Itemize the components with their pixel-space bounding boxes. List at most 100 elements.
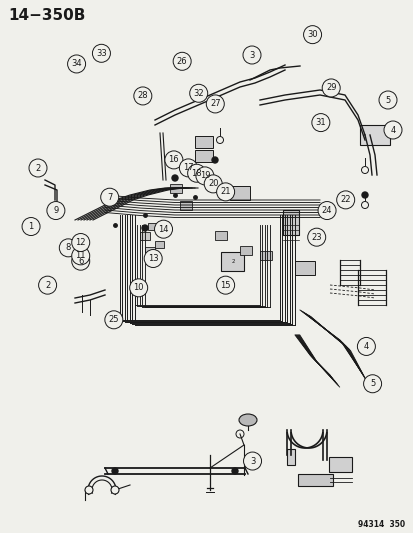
Text: 20: 20 — [207, 180, 218, 188]
Circle shape — [29, 159, 47, 177]
Circle shape — [195, 167, 214, 185]
FancyBboxPatch shape — [329, 457, 351, 472]
Text: 3: 3 — [249, 457, 254, 465]
Text: 24: 24 — [321, 206, 332, 215]
Circle shape — [189, 84, 207, 102]
Circle shape — [71, 247, 90, 265]
FancyBboxPatch shape — [180, 201, 192, 210]
Circle shape — [100, 188, 119, 206]
Circle shape — [173, 52, 191, 70]
Text: 19: 19 — [199, 172, 210, 180]
Text: 4: 4 — [363, 342, 368, 351]
Circle shape — [85, 486, 93, 494]
Text: 2: 2 — [45, 281, 50, 289]
Circle shape — [216, 183, 234, 201]
Circle shape — [383, 121, 401, 139]
Text: 6: 6 — [78, 257, 83, 265]
Text: 26: 26 — [176, 57, 187, 66]
Circle shape — [71, 252, 90, 270]
Text: 5: 5 — [369, 379, 374, 388]
Text: 28: 28 — [137, 92, 148, 100]
Circle shape — [361, 192, 367, 198]
Circle shape — [361, 166, 368, 174]
FancyBboxPatch shape — [170, 184, 182, 193]
Circle shape — [231, 468, 237, 474]
Circle shape — [187, 164, 205, 182]
Circle shape — [235, 430, 243, 438]
FancyBboxPatch shape — [145, 247, 154, 255]
Text: 27: 27 — [209, 100, 220, 108]
Ellipse shape — [238, 414, 256, 426]
Circle shape — [363, 375, 381, 393]
Text: 17: 17 — [183, 164, 193, 172]
Circle shape — [47, 201, 65, 220]
Circle shape — [336, 191, 354, 209]
Circle shape — [216, 276, 234, 294]
Text: 16: 16 — [168, 156, 179, 164]
Text: 5: 5 — [385, 95, 390, 104]
Circle shape — [142, 225, 147, 231]
FancyBboxPatch shape — [140, 232, 150, 240]
FancyBboxPatch shape — [147, 223, 157, 230]
Circle shape — [133, 87, 152, 105]
Text: 3: 3 — [249, 51, 254, 60]
FancyBboxPatch shape — [286, 449, 294, 465]
Circle shape — [356, 337, 375, 356]
Text: 15: 15 — [220, 281, 230, 289]
Text: 31: 31 — [315, 118, 325, 127]
FancyBboxPatch shape — [259, 251, 271, 260]
Circle shape — [179, 159, 197, 177]
Text: 29: 29 — [325, 84, 336, 92]
Circle shape — [206, 95, 224, 113]
Circle shape — [144, 249, 162, 268]
Text: 9: 9 — [53, 206, 58, 215]
FancyBboxPatch shape — [195, 150, 212, 162]
Text: 2: 2 — [35, 164, 40, 173]
Circle shape — [171, 175, 178, 181]
Text: 32: 32 — [193, 89, 204, 98]
Circle shape — [38, 276, 57, 294]
Circle shape — [59, 239, 77, 257]
Circle shape — [307, 228, 325, 246]
Text: 23: 23 — [311, 233, 321, 241]
FancyBboxPatch shape — [240, 246, 252, 255]
Text: 18: 18 — [191, 169, 202, 177]
Text: 8: 8 — [66, 244, 71, 252]
Text: 94314  350: 94314 350 — [357, 520, 404, 529]
Circle shape — [361, 201, 368, 208]
Circle shape — [303, 26, 321, 44]
Text: 13: 13 — [147, 254, 158, 263]
Text: 14−350B: 14−350B — [8, 8, 85, 23]
Circle shape — [243, 452, 261, 470]
Text: 30: 30 — [306, 30, 317, 39]
Text: 2: 2 — [231, 259, 234, 263]
Text: 22: 22 — [339, 196, 350, 204]
Circle shape — [71, 233, 90, 252]
Circle shape — [321, 79, 339, 97]
Circle shape — [67, 55, 85, 73]
Circle shape — [129, 279, 147, 297]
Circle shape — [104, 311, 123, 329]
Circle shape — [112, 468, 118, 474]
Text: 14: 14 — [158, 225, 169, 233]
FancyBboxPatch shape — [214, 231, 226, 240]
Text: 21: 21 — [220, 188, 230, 196]
FancyBboxPatch shape — [297, 474, 332, 486]
Text: 33: 33 — [96, 49, 107, 58]
Circle shape — [216, 136, 223, 143]
FancyBboxPatch shape — [195, 136, 212, 148]
FancyBboxPatch shape — [154, 241, 164, 248]
Text: 7: 7 — [107, 193, 112, 201]
Circle shape — [92, 44, 110, 62]
Text: 4: 4 — [389, 125, 395, 134]
Circle shape — [164, 151, 183, 169]
Circle shape — [211, 157, 218, 163]
FancyBboxPatch shape — [230, 186, 249, 200]
Circle shape — [154, 220, 172, 238]
FancyBboxPatch shape — [359, 125, 389, 145]
Text: 11: 11 — [75, 252, 86, 260]
FancyBboxPatch shape — [294, 261, 314, 275]
Text: 25: 25 — [108, 316, 119, 324]
Circle shape — [317, 201, 335, 220]
Text: 34: 34 — [71, 60, 82, 68]
